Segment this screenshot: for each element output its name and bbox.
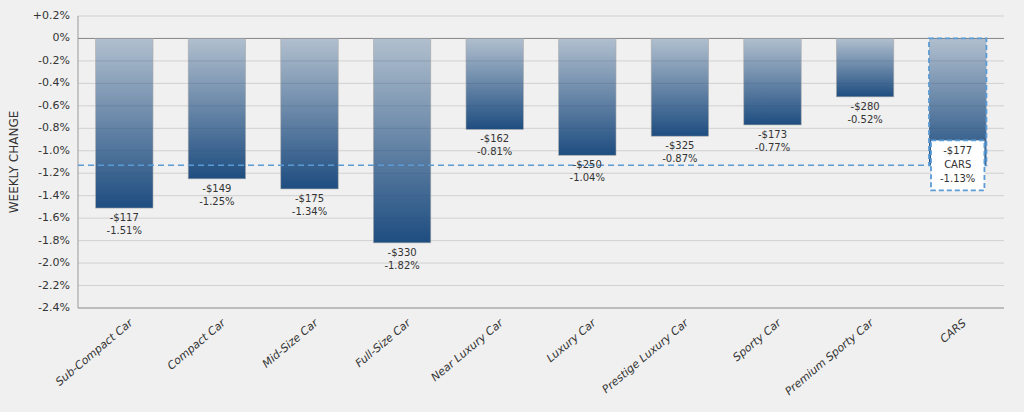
y-tick-label: -0.6%	[38, 99, 70, 112]
grid-line	[78, 218, 1004, 219]
dollar-label: -$177	[943, 145, 972, 156]
x-tick-label: Luxury Car	[544, 316, 599, 366]
y-tick-label: -2.0%	[38, 256, 70, 269]
reference-line	[78, 165, 925, 167]
y-tick-label: -0.8%	[38, 121, 70, 134]
bar	[744, 38, 801, 124]
x-tick-label: Near Luxury Car	[429, 316, 507, 385]
x-tick-label: Sporty Car	[730, 316, 784, 364]
bar	[281, 38, 338, 188]
bar	[466, 38, 523, 129]
x-tick-label: CARS	[938, 316, 969, 345]
data-label: -0.77%	[755, 142, 790, 153]
data-label: -1.04%	[570, 172, 605, 183]
grid-line	[78, 16, 1004, 17]
dollar-label: -$149	[202, 183, 231, 194]
data-label: -0.87%	[662, 153, 697, 164]
dollar-label: -$280	[851, 101, 880, 112]
bar	[651, 38, 708, 136]
x-tick-label: Premium Sporty Car	[783, 316, 878, 398]
dollar-label: -$250	[573, 159, 602, 170]
data-label: -1.51%	[107, 225, 142, 236]
data-label: -0.52%	[847, 114, 882, 125]
y-tick-label: +0.2%	[33, 9, 70, 22]
data-label: -1.25%	[199, 196, 234, 207]
x-tick-label: Prestige Luxury Car	[600, 316, 692, 397]
y-tick-label: -2.2%	[38, 279, 70, 292]
x-tick-label: Compact Car	[165, 316, 229, 373]
y-tick-label: -0.4%	[38, 76, 70, 89]
data-label: -1.13%	[940, 173, 975, 184]
dollar-label: -$330	[388, 247, 417, 258]
data-label: -1.34%	[292, 206, 327, 217]
dollar-label: -$325	[665, 140, 694, 151]
bar	[96, 38, 153, 208]
grid-line	[78, 308, 1004, 309]
y-tick-label: -2.4%	[38, 301, 70, 314]
y-tick-label: -1.4%	[38, 189, 70, 202]
data-label: -1.82%	[384, 260, 419, 271]
grid-line	[78, 285, 1004, 286]
y-tick-label: -1.0%	[38, 144, 70, 157]
background	[0, 0, 1024, 412]
x-tick-label: Sub-Compact Car	[53, 316, 136, 389]
y-tick-label: -1.8%	[38, 234, 70, 247]
x-tick-label: Mid-Size Car	[260, 316, 322, 371]
y-axis-label: WEEKLY CHANGE	[7, 111, 21, 214]
bar	[836, 38, 893, 96]
bar	[373, 38, 430, 242]
grid-line	[78, 263, 1004, 264]
dollar-label: -$162	[480, 133, 509, 144]
dollar-label: -$117	[110, 212, 139, 223]
x-tick-label: Full-Size Car	[353, 316, 415, 371]
chart: +0.2% 0% -0.2% -0.4% -0.6% -0.8% -1.0% -1.2% -1.…	[0, 0, 1024, 412]
highlight-box	[931, 140, 984, 190]
y-tick-label: -1.2%	[38, 166, 70, 179]
x-axis-line	[78, 308, 1004, 309]
y-tick-label: 0%	[53, 31, 70, 44]
grid-line	[78, 240, 1004, 241]
bar	[559, 38, 616, 155]
y-tick-label: -1.6%	[38, 211, 70, 224]
bar	[188, 38, 245, 178]
data-label: -0.81%	[477, 146, 512, 157]
y-axis-line	[78, 16, 79, 308]
dollar-label: -$175	[295, 193, 324, 204]
dollar-label: -$173	[758, 129, 787, 140]
y-tick-label: -0.2%	[38, 54, 70, 67]
highlight-category: CARS	[944, 159, 971, 170]
